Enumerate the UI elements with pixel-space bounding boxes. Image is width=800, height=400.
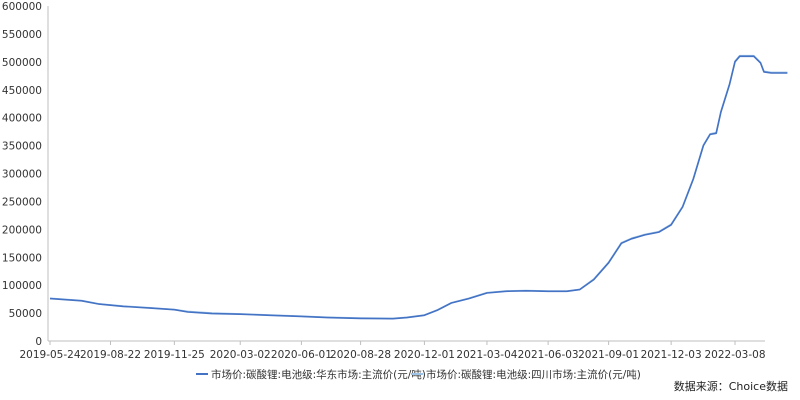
x-tick-label: 2020-12-01 [394, 349, 455, 361]
y-tick-label: 150000 [2, 252, 42, 264]
y-tick-label: 450000 [2, 85, 42, 97]
y-tick-label: 0 [35, 336, 42, 348]
x-tick-label: 2020-08-28 [330, 349, 391, 361]
series-lines [49, 54, 788, 320]
x-tick-label: 2020-06-01 [271, 349, 332, 361]
x-tick-label: 2021-12-03 [641, 349, 702, 361]
source-note: 数据来源：Choice数据 [673, 380, 788, 393]
y-tick-label: 350000 [2, 141, 42, 153]
y-tick-label: 300000 [2, 169, 42, 181]
x-axis-tick-labels: 2019-05-24 2019-08-22 2019-11-25 2020-03-02… [19, 349, 765, 361]
x-tick-label: 2022-03-08 [704, 349, 765, 361]
series-line [49, 55, 788, 320]
y-axis-tick-labels: 0 50000 100000 150000 200000 250000 300000 3500… [2, 1, 42, 348]
legend-label: 市场价:碳酸锂:电池级:四川市场:主流价(元/吨) [426, 368, 641, 381]
x-tick-label: 2020-03-02 [210, 349, 271, 361]
x-tick-label: 2021-06-03 [518, 349, 579, 361]
y-tick-label: 600000 [2, 1, 42, 13]
x-tick-label: 2019-05-24 [19, 349, 80, 361]
y-tick-label: 100000 [2, 280, 42, 292]
legend-label: 市场价:碳酸锂:电池级:华东市场:主流价(元/吨) [211, 368, 426, 381]
y-tick-label: 50000 [9, 308, 42, 320]
x-tick-label: 2019-11-25 [144, 349, 205, 361]
y-tick-label: 550000 [2, 29, 42, 41]
series-line [49, 54, 788, 320]
y-tick-label: 400000 [2, 113, 42, 125]
y-tick-label: 500000 [2, 57, 42, 69]
legend: 市场价:碳酸锂:电池级:华东市场:主流价(元/吨) 市场价:碳酸锂:电池级:四川市… [196, 368, 641, 381]
x-axis-ticks [49, 341, 736, 345]
y-tick-label: 200000 [2, 224, 42, 236]
x-tick-label: 2021-03-04 [456, 349, 517, 361]
x-tick-label: 2019-08-22 [80, 349, 141, 361]
x-tick-label: 2021-09-01 [578, 349, 639, 361]
y-tick-label: 250000 [2, 196, 42, 208]
